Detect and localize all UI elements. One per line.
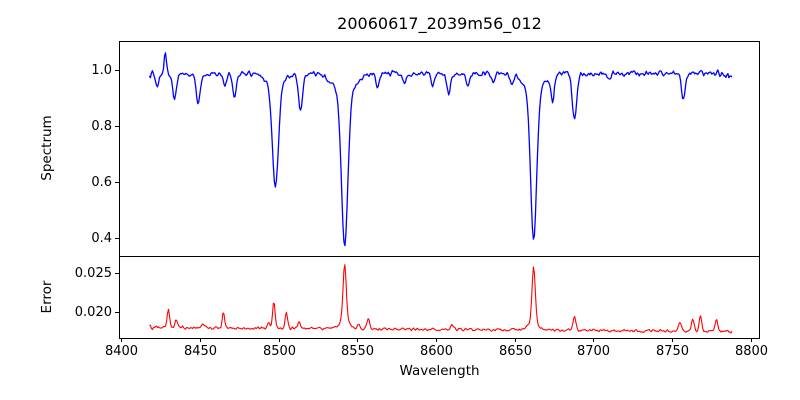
error-y-axis-label: Error: [39, 280, 55, 314]
plot-title: 20060617_2039m56_012: [337, 14, 542, 33]
spectrum-y-axis-label: Spectrum: [39, 115, 55, 181]
wavelength-x-axis-label: Wavelength: [399, 363, 480, 379]
